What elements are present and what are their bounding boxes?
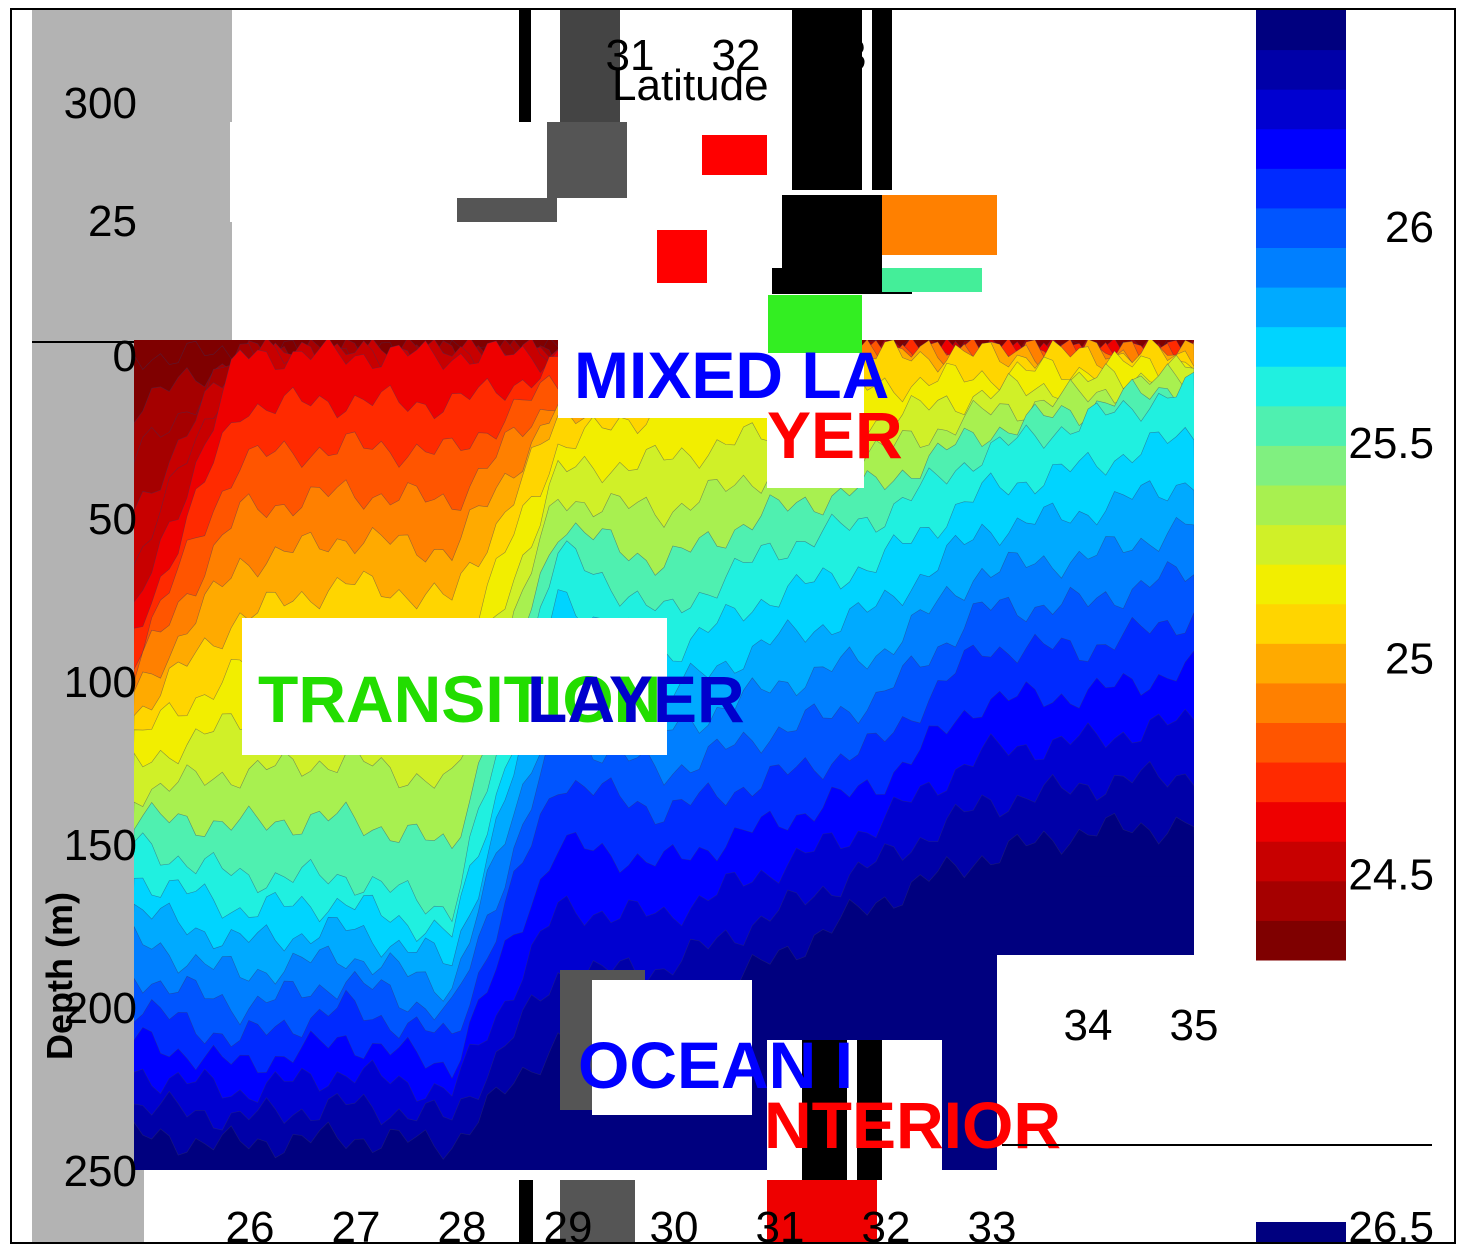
colorbar-swatch: [1256, 524, 1346, 565]
figure-frame: MIXED LA YER TRANSITION LAYER OCEAN I NT…: [10, 8, 1456, 1244]
y-tick-label: 50: [88, 495, 137, 544]
x-tick-label: 26: [226, 1203, 275, 1244]
x-tick-label: 33: [968, 1203, 1017, 1244]
transition-layer-label-part2: LAYER: [527, 662, 745, 736]
ocean-interior-label-part1: OCEAN I: [578, 1028, 853, 1102]
x-tick-label: 34: [1064, 1001, 1113, 1050]
colorbar-swatch: [1256, 880, 1346, 921]
y-tick-label: 200: [64, 984, 137, 1033]
mixed-layer-label-part2: YER: [767, 398, 903, 472]
colorbar-swatch: [1256, 405, 1346, 446]
colorbar-swatch: [1256, 287, 1346, 328]
colorbar-swatch: [1256, 801, 1346, 842]
y-tick-label: 100: [64, 658, 137, 707]
transition-layer-label-part1: TRANSITION: [258, 662, 661, 736]
y-tick-label-fragment: 300: [64, 79, 137, 128]
colorbar-swatch: [1256, 603, 1346, 644]
colorbar-swatch: [1256, 564, 1346, 605]
colorbar-swatch: [1256, 10, 1346, 51]
colorbar-tick-label: 24.5: [1348, 851, 1434, 900]
colorbar: 24.5 25 25.5 26 26.5: [1256, 10, 1434, 1244]
x-tick-label: 35: [1170, 1001, 1219, 1050]
y-tick-label: 250: [64, 1147, 137, 1196]
x-tick-label: 30: [650, 1203, 699, 1244]
colorbar-swatch: [1256, 89, 1346, 130]
colorbar-tick-label: 25.5: [1348, 419, 1434, 468]
colorbar-swatch: [1256, 247, 1346, 288]
x-tick-label: 31: [756, 1203, 805, 1244]
colorbar-swatch: [1256, 920, 1346, 961]
mixed-label-box: [558, 283, 768, 418]
colorbar-swatch: [1256, 326, 1346, 367]
colorbar-swatch: [1256, 366, 1346, 407]
ocean-interior-label-part2: NTERIOR: [764, 1088, 1061, 1162]
x-axis-title: Latitude: [612, 61, 769, 110]
x-tick-label-top: 33: [818, 31, 867, 80]
colorbar-swatch: [1256, 643, 1346, 684]
interior-label-box: [592, 980, 752, 1115]
y-tick-label: 150: [64, 821, 137, 870]
y-axis-title: Depth (m): [39, 892, 80, 1060]
colorbar-swatch: [1256, 49, 1346, 90]
colorbar-tick-label: 26: [1385, 203, 1434, 252]
x-tick-label: 29: [544, 1203, 593, 1244]
x-tick-label: 32: [862, 1203, 911, 1244]
colorbar-swatch-lower: [1256, 1222, 1346, 1242]
y-tick-label-fragment: 25: [88, 197, 137, 246]
colorbar-swatch: [1256, 762, 1346, 803]
colorbar-swatch: [1256, 128, 1346, 169]
x-tick-label-top: 32: [712, 31, 761, 80]
x-tick-label: 27: [332, 1203, 381, 1244]
mixed-layer-label-part1: MIXED LA: [574, 338, 889, 412]
colorbar-tick-label: 25: [1385, 635, 1434, 684]
colorbar-swatch: [1256, 722, 1346, 763]
transition-label-box: [242, 618, 667, 755]
colorbar-swatch: [1256, 682, 1346, 723]
y-tick-label: 0: [113, 332, 137, 381]
colorbar-swatch: [1256, 168, 1346, 209]
x-tick-label: 28: [438, 1203, 487, 1244]
x-tick-label-top: 31: [606, 31, 655, 80]
density-section-chart: MIXED LA YER TRANSITION LAYER OCEAN I NT…: [32, 10, 1434, 1244]
gray-panel-top: [32, 10, 232, 342]
colorbar-swatch: [1256, 207, 1346, 248]
glitch-overlays: [230, 10, 1197, 1242]
gray-panel-left: [32, 342, 144, 1242]
colorbar-swatch: [1256, 485, 1346, 526]
colorbar-tick-label: 26.5: [1348, 1203, 1434, 1244]
colorbar-swatch: [1256, 841, 1346, 882]
colorbar-swatch: [1256, 445, 1346, 486]
